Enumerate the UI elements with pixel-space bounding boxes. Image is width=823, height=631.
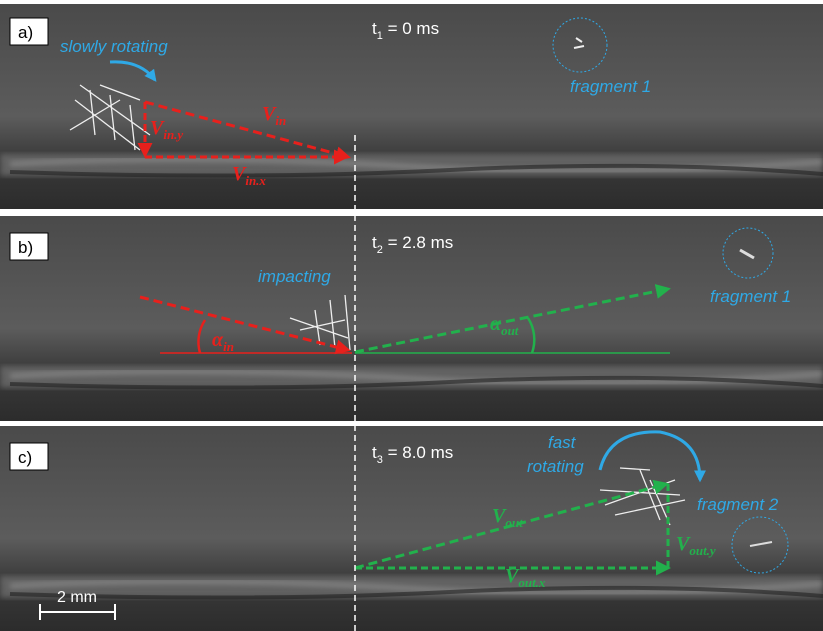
vector-sub: out.y (689, 543, 716, 558)
fragment-label: fragment 2 (697, 495, 779, 514)
separator (0, 209, 823, 216)
panel-a: a) t1 = 0 ms slowly rotating fragment 1 … (0, 4, 823, 209)
vector-sub: out.x (518, 575, 546, 590)
angle-sub: out (501, 323, 519, 338)
vector-sub: in.x (245, 173, 266, 188)
panel-c: c) t3 = 8.0 ms fast rotating fragment 2 … (0, 426, 823, 631)
motion-label: fast (548, 433, 577, 452)
panel-label: c) (18, 448, 32, 467)
separator (0, 421, 823, 426)
fragment-label: fragment 1 (710, 287, 791, 306)
vector-sub: in.y (163, 127, 183, 142)
figure: a) t1 = 0 ms slowly rotating fragment 1 … (0, 0, 823, 631)
time-rest: = 8.0 ms (383, 443, 453, 462)
time-rest: = 2.8 ms (383, 233, 453, 252)
motion-label: slowly rotating (60, 37, 168, 56)
panel-b: b) t2 = 2.8 ms impacting fragment 1 αin … (0, 216, 823, 421)
vector-sub: in (275, 113, 286, 128)
vector-sub: out (505, 515, 523, 530)
motion-label: impacting (258, 267, 331, 286)
scale-label: 2 mm (57, 589, 97, 606)
fragment-label: fragment 1 (570, 77, 651, 96)
time-rest: = 0 ms (383, 19, 439, 38)
panel-label: b) (18, 238, 33, 257)
motion-label: rotating (527, 457, 584, 476)
angle-sub: in (223, 339, 234, 354)
panel-label: a) (18, 23, 33, 42)
